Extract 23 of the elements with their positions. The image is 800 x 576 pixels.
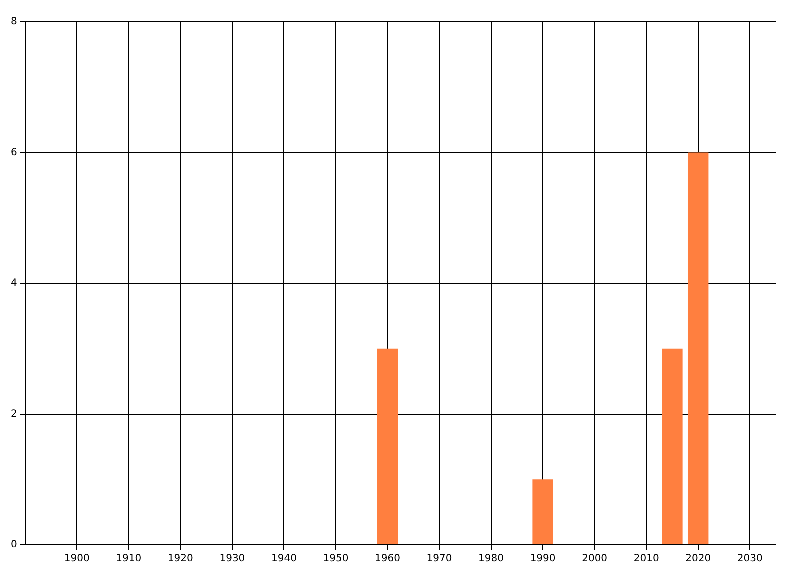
y-tick-label: 0 xyxy=(10,540,18,551)
y-tick-label: 4 xyxy=(10,278,18,290)
x-tick-label: 1980 xyxy=(478,554,504,565)
bar xyxy=(662,348,683,544)
bar xyxy=(377,348,398,544)
bar xyxy=(532,480,554,544)
x-tick-label: 1990 xyxy=(530,554,556,565)
x-tick-label: 2030 xyxy=(737,554,763,565)
y-tick-label: 8 xyxy=(10,16,18,28)
x-tick-label: 1920 xyxy=(168,554,194,565)
y-tick-label: 6 xyxy=(10,147,18,158)
x-tick-label: 2010 xyxy=(634,554,660,565)
x-tick-label: 1970 xyxy=(426,554,452,565)
x-tick-label: 2000 xyxy=(582,554,608,565)
x-tick-label: 1960 xyxy=(375,554,400,565)
bar xyxy=(688,152,709,544)
x-tick-label: 2020 xyxy=(686,554,712,565)
x-tick-label: 1910 xyxy=(116,554,142,565)
x-tick-label: 1950 xyxy=(323,554,349,565)
y-tick-label: 2 xyxy=(10,408,18,420)
x-tick-label: 1930 xyxy=(220,554,246,565)
x-tick-label: 1900 xyxy=(64,554,90,565)
x-tick-label: 1940 xyxy=(271,554,297,565)
